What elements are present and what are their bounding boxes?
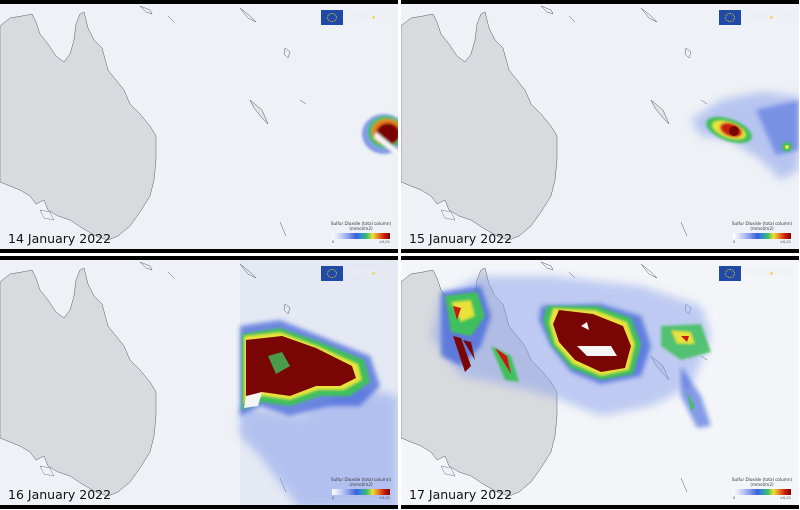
copernicus-logo: Copernicus	[346, 11, 397, 21]
colorbar-legend: Sulfur Dioxide (total column) (mmol/m2) …	[731, 477, 793, 500]
legend-unit: (mmol/m2)	[349, 226, 373, 231]
top-credit-bar	[0, 0, 398, 4]
legend-unit: (mmol/m2)	[349, 482, 373, 487]
legend-min: 0	[332, 240, 335, 244]
colorbar-legend: Sulfur Dioxide (total column) (mmol/m2) …	[330, 221, 392, 244]
bottom-credit-bar	[0, 249, 398, 253]
legend-title: Sulfur Dioxide (total column)	[330, 477, 392, 482]
bottom-credit-bar	[401, 505, 799, 509]
colorbar	[733, 233, 791, 239]
eu-flag-icon	[719, 266, 741, 281]
legend-max: >0,01	[779, 496, 791, 500]
so2-plume	[240, 320, 398, 509]
copernicus-logo: Copernicus	[744, 267, 795, 277]
map-panel-17-jan: Copernicus 17 January 2022 Sulfur Dioxid…	[401, 256, 799, 509]
date-label: 14 January 2022	[8, 231, 112, 246]
so2-map	[401, 0, 799, 253]
colorbar	[733, 489, 791, 495]
bottom-credit-bar	[0, 505, 398, 509]
legend-min: 0	[332, 496, 335, 500]
legend-min: 0	[733, 240, 736, 244]
top-credit-bar	[0, 256, 398, 260]
so2-map	[0, 256, 398, 509]
so2-plume	[691, 92, 799, 180]
date-label: 17 January 2022	[409, 487, 513, 502]
legend-max: >0,01	[378, 496, 390, 500]
eu-flag-icon	[719, 10, 741, 25]
top-credit-bar	[401, 0, 799, 4]
legend-title: Sulfur Dioxide (total column)	[330, 221, 392, 226]
colorbar-legend: Sulfur Dioxide (total column) (mmol/m2) …	[330, 477, 392, 500]
top-credit-bar	[401, 256, 799, 260]
date-label: 16 January 2022	[8, 487, 112, 502]
so2-plume	[362, 114, 398, 156]
map-panel-15-jan: Copernicus 15 January 2022 Sulfur Dioxid…	[401, 0, 799, 253]
so2-map	[0, 0, 398, 253]
copernicus-logo: Copernicus	[346, 267, 397, 277]
date-label: 15 January 2022	[409, 231, 513, 246]
copernicus-logo: Copernicus	[744, 11, 795, 21]
colorbar	[332, 233, 390, 239]
eu-flag-icon	[321, 10, 343, 25]
legend-min: 0	[733, 496, 736, 500]
legend-max: >0,01	[378, 240, 390, 244]
eu-flag-icon	[321, 266, 343, 281]
colorbar-legend: Sulfur Dioxide (total column) (mmol/m2) …	[731, 221, 793, 244]
map-panel-16-jan: Copernicus 16 January 2022 Sulfur Dioxid…	[0, 256, 398, 509]
legend-title: Sulfur Dioxide (total column)	[731, 221, 793, 226]
colorbar	[332, 489, 390, 495]
legend-unit: (mmol/m2)	[750, 226, 774, 231]
legend-max: >0,01	[779, 240, 791, 244]
so2-plume	[431, 276, 711, 428]
map-panel-14-jan: Copernicus 14 January 2022 Sulfur Dioxid…	[0, 0, 398, 253]
bottom-credit-bar	[401, 249, 799, 253]
so2-map	[401, 256, 799, 509]
legend-unit: (mmol/m2)	[750, 482, 774, 487]
legend-title: Sulfur Dioxide (total column)	[731, 477, 793, 482]
